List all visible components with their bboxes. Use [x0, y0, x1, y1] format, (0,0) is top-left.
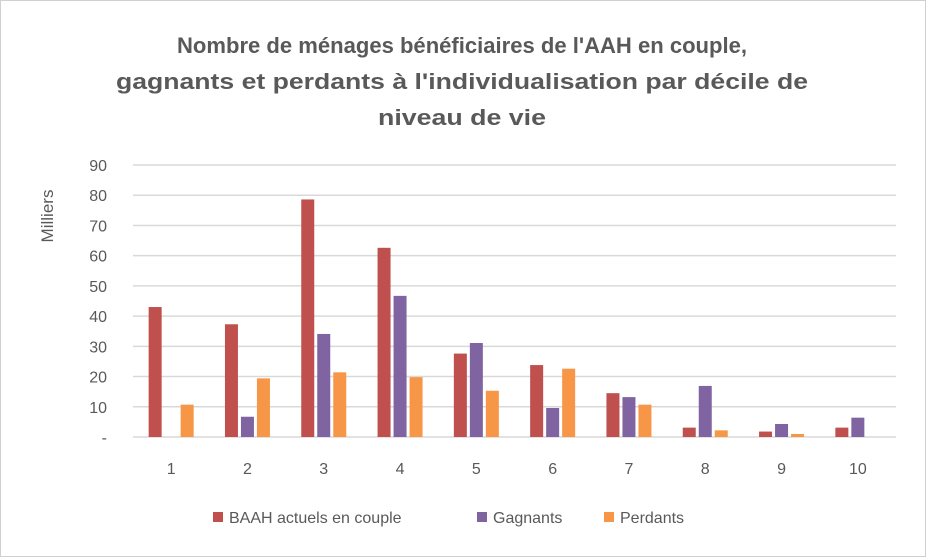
legend-item: Gagnants: [477, 510, 562, 527]
bar-baah-actuels-en-couple-1: [148, 307, 162, 437]
title-line-3: niveau de vie: [378, 105, 546, 130]
legend-label: BAAH actuels en couple: [229, 510, 402, 527]
legend-swatch: [604, 512, 614, 522]
bar-perdants-1: [180, 404, 194, 437]
gridlines: [133, 164, 896, 438]
y-tick-label: 90: [89, 158, 107, 175]
bar-gagnants-9: [775, 424, 789, 437]
chart-title: Nombre de ménages bénéficiaires de l'AAH…: [116, 33, 808, 130]
y-tick-label: 20: [89, 370, 107, 387]
x-tick-label: 1: [167, 461, 176, 478]
x-tick-label: 8: [701, 461, 710, 478]
bar-baah-actuels-en-couple-9: [759, 431, 773, 437]
bar-baah-actuels-en-couple-5: [453, 353, 467, 437]
y-tick-labels: - 10 20 30 40 50 60 70 80 90: [89, 158, 107, 447]
legend-swatch: [213, 512, 223, 522]
bar-baah-actuels-en-couple-10: [835, 427, 849, 437]
y-tick-label: 70: [89, 218, 107, 235]
bar-perdants-9: [791, 433, 805, 437]
x-tick-label: 10: [849, 461, 867, 478]
legend-label: Perdants: [620, 510, 684, 527]
x-tick-labels: 1 2 3 4 5 6 7 8 9 10: [167, 461, 867, 478]
y-tick-label: 40: [89, 309, 107, 326]
bar-perdants-3: [333, 372, 347, 437]
legend-item: Perdants: [604, 510, 684, 527]
bar-baah-actuels-en-couple-4: [377, 247, 391, 437]
bar-gagnants-5: [469, 343, 483, 437]
bar-baah-actuels-en-couple-2: [224, 324, 238, 437]
bar-perdants-2: [256, 378, 270, 437]
x-tick-label: 3: [319, 461, 328, 478]
bar-baah-actuels-en-couple-6: [530, 365, 544, 437]
y-tick-label: 30: [89, 339, 107, 356]
x-tick-label: 4: [396, 461, 405, 478]
y-tick-label: 10: [89, 400, 107, 417]
bar-perdants-5: [485, 390, 499, 437]
x-tick-label: 9: [777, 461, 786, 478]
bar-gagnants-10: [851, 417, 865, 437]
x-tick-label: 5: [472, 461, 481, 478]
bar-gagnants-3: [317, 333, 331, 437]
bar-baah-actuels-en-couple-3: [301, 199, 315, 437]
y-tick-label: 60: [89, 249, 107, 266]
bar-perdants-7: [638, 404, 652, 437]
bar-gagnants-7: [622, 397, 636, 437]
bar-gagnants-8: [698, 385, 712, 437]
legend-swatch: [477, 512, 487, 522]
title-line-1: Nombre de ménages bénéficiaires de l'AAH…: [177, 33, 747, 58]
y-axis-label: Milliers: [38, 190, 57, 243]
legend: BAAH actuels en couple Gagnants Perdants: [213, 510, 684, 527]
legend-item: BAAH actuels en couple: [213, 510, 402, 527]
y-tick-label: 50: [89, 279, 107, 296]
title-line-2: gagnants et perdants à l'individualisati…: [116, 69, 808, 94]
x-tick-label: 7: [624, 461, 633, 478]
x-tick-label: 6: [548, 461, 557, 478]
bar-baah-actuels-en-couple-7: [606, 393, 620, 437]
bars: [148, 199, 865, 437]
y-tick-label: -: [102, 430, 107, 447]
y-tick-label: 80: [89, 188, 107, 205]
bar-gagnants-4: [393, 295, 407, 437]
legend-label: Gagnants: [493, 510, 562, 527]
bar-perdants-4: [409, 377, 423, 437]
bar-perdants-8: [714, 430, 728, 437]
bar-gagnants-6: [546, 407, 560, 437]
x-tick-label: 2: [243, 461, 252, 478]
bar-baah-actuels-en-couple-8: [682, 427, 696, 437]
bar-perdants-6: [562, 368, 576, 437]
bar-gagnants-2: [240, 416, 254, 437]
